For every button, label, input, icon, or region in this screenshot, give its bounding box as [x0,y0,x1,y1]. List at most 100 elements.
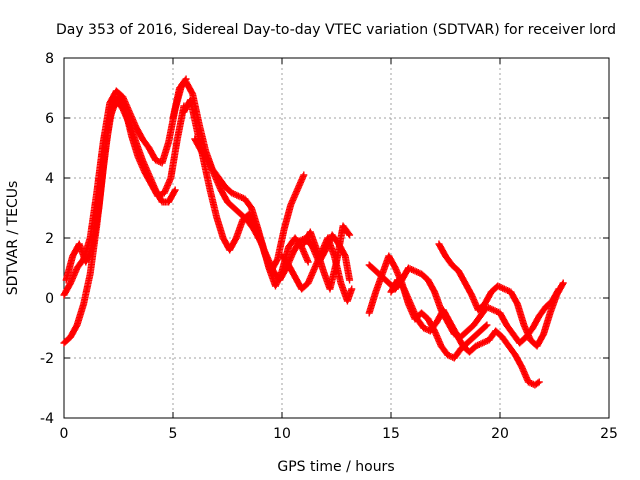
data-marker [457,339,465,347]
data-marker [281,267,289,275]
y-tick-label: 0 [45,291,54,307]
x-tick-label: 0 [60,426,69,442]
y-tick-label: 6 [45,111,54,127]
x-tick-label: 15 [382,426,400,442]
data-marker [540,306,548,314]
data-marker [283,258,291,266]
data-marker [532,380,540,388]
data-marker [468,323,476,331]
data-marker [272,258,280,266]
data-marker [520,335,528,343]
ticks-layer: 0 5 10 15 20 25 -4 -2 0 2 4 6 8 [40,51,618,442]
y-tick-label: 8 [45,51,54,67]
data-marker [475,315,483,323]
data-marker [444,315,452,323]
data-marker [466,288,474,296]
data-marker [246,201,254,209]
series-track-h [300,222,354,293]
data-layer [60,75,567,389]
data-marker [507,327,515,335]
x-tick-label: 20 [491,426,509,442]
y-tick-label: -4 [40,411,54,427]
data-marker [164,140,172,147]
data-marker [150,153,158,161]
data-marker [65,282,73,290]
series-track-k [387,276,543,389]
data-marker [390,261,398,269]
chart-title: Day 353 of 2016, Sidereal Day-to-day VTE… [56,22,616,38]
data-marker [120,102,128,110]
data-marker [280,227,288,235]
data-marker [170,189,178,197]
data-marker [509,348,517,356]
data-marker [202,153,210,161]
data-marker [477,340,485,348]
data-marker [304,257,312,264]
x-axis-label: GPS time / hours [277,459,394,475]
data-marker [340,249,348,257]
data-marker [516,360,524,368]
data-marker [347,287,355,294]
data-marker [455,348,463,356]
data-marker [336,277,344,285]
data-marker [137,132,145,140]
data-marker [481,323,489,331]
data-marker [187,87,195,95]
data-marker [398,282,406,290]
y-tick-label: 4 [45,171,54,187]
data-marker [345,230,353,238]
data-marker [451,327,459,335]
data-marker [79,302,87,309]
series-track-l [435,240,567,350]
data-marker [206,184,214,192]
data-marker [429,285,437,293]
data-marker [166,176,174,183]
data-marker [226,187,234,195]
data-marker [482,322,490,330]
x-tick-label: 10 [273,426,291,442]
data-marker [127,130,135,138]
data-marker [290,270,298,278]
data-marker [409,266,417,274]
data-marker [418,321,426,329]
data-marker [534,315,542,323]
data-marker [88,245,96,252]
data-marker [558,280,566,288]
data-marker [431,321,439,329]
data-marker [344,228,352,236]
data-marker [496,331,504,339]
data-marker [72,324,80,332]
data-marker [446,258,454,266]
data-marker [222,195,230,203]
data-marker [460,276,468,284]
data-marker [512,297,520,305]
series-track-f [191,135,354,284]
data-marker [470,344,478,352]
data-marker [196,144,204,152]
data-marker [503,339,511,347]
x-tick-label: 5 [169,426,178,442]
data-marker [255,234,263,242]
data-marker [146,177,154,185]
data-marker [538,333,546,341]
data-marker [248,222,256,230]
data-marker [143,141,151,149]
y-axis-label: SDTVAR / TECUs [5,181,21,296]
data-marker [212,211,220,219]
data-marker [440,249,448,257]
data-marker [233,191,241,199]
data-marker [501,318,509,326]
data-marker [488,305,496,313]
data-marker [345,274,353,282]
data-marker [241,214,249,222]
data-marker [170,187,178,195]
data-marker [499,284,507,292]
data-marker [442,348,450,356]
y-tick-label: -2 [40,351,54,367]
data-marker [486,291,494,299]
x-tick-label: 25 [600,426,618,442]
data-marker [534,379,542,387]
data-marker [231,237,239,245]
